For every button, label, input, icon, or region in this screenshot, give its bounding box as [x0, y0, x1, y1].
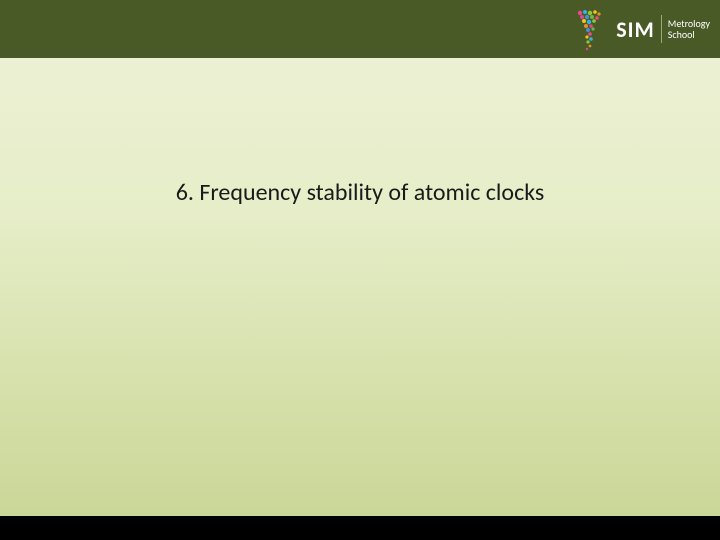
logo-divider — [661, 15, 662, 43]
slide: SIM Metrology School 6. Frequency stabil… — [0, 0, 720, 540]
logo-text: SIM Metrology School — [616, 15, 710, 43]
slide-title: 6. Frequency stability of atomic clocks — [0, 178, 720, 207]
header-bar: SIM Metrology School — [0, 0, 720, 58]
logo-brand: SIM — [616, 16, 655, 43]
logo-subtitle: Metrology School — [668, 18, 710, 40]
logo-map-icon — [566, 6, 612, 52]
footer-bar — [0, 516, 720, 540]
logo-sub-line2: School — [668, 28, 695, 41]
logo: SIM Metrology School — [566, 6, 710, 52]
